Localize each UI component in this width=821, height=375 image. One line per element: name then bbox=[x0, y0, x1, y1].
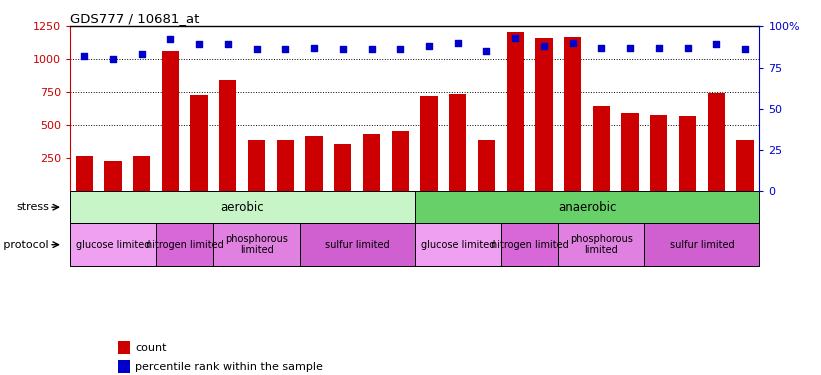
Point bbox=[337, 46, 350, 53]
Text: glucose limited: glucose limited bbox=[76, 240, 150, 250]
Bar bbox=[679, 116, 696, 191]
Bar bbox=[449, 94, 466, 191]
Bar bbox=[156, 223, 213, 266]
Bar bbox=[190, 95, 208, 191]
Bar bbox=[363, 135, 380, 191]
Bar bbox=[558, 223, 644, 266]
Bar bbox=[535, 38, 553, 191]
Text: sulfur limited: sulfur limited bbox=[670, 240, 734, 250]
Point bbox=[710, 41, 723, 47]
Point bbox=[653, 45, 666, 51]
Bar bbox=[213, 223, 300, 266]
Text: anaerobic: anaerobic bbox=[557, 201, 617, 214]
Bar bbox=[70, 223, 156, 266]
Text: aerobic: aerobic bbox=[220, 201, 264, 214]
Point bbox=[164, 36, 177, 42]
Bar bbox=[420, 96, 438, 191]
Bar bbox=[507, 32, 524, 191]
Point bbox=[681, 45, 695, 51]
Bar bbox=[478, 140, 495, 191]
Point bbox=[135, 51, 149, 57]
Bar bbox=[305, 136, 323, 191]
Point bbox=[222, 41, 235, 47]
Bar bbox=[118, 360, 131, 373]
Point bbox=[566, 40, 580, 46]
Point bbox=[452, 40, 465, 46]
Text: sulfur limited: sulfur limited bbox=[325, 240, 389, 250]
Bar bbox=[593, 106, 610, 191]
Point bbox=[394, 46, 407, 53]
Text: nitrogen limited: nitrogen limited bbox=[146, 240, 223, 250]
Text: growth protocol: growth protocol bbox=[0, 240, 49, 250]
Bar bbox=[415, 191, 759, 223]
Point bbox=[279, 46, 292, 53]
Text: phosphorous
limited: phosphorous limited bbox=[225, 234, 288, 255]
Bar bbox=[392, 131, 409, 191]
Bar bbox=[621, 113, 639, 191]
Bar bbox=[644, 223, 759, 266]
Bar bbox=[118, 341, 131, 354]
Point bbox=[739, 46, 752, 53]
Text: stress: stress bbox=[16, 202, 49, 212]
Point bbox=[107, 56, 120, 62]
Text: phosphorous
limited: phosphorous limited bbox=[570, 234, 633, 255]
Bar bbox=[708, 93, 725, 191]
Bar bbox=[219, 80, 236, 191]
Bar bbox=[133, 156, 150, 191]
Bar bbox=[248, 140, 265, 191]
Bar bbox=[736, 140, 754, 191]
Text: count: count bbox=[135, 343, 167, 353]
Text: GDS777 / 10681_at: GDS777 / 10681_at bbox=[70, 12, 200, 25]
Bar bbox=[300, 223, 415, 266]
Text: percentile rank within the sample: percentile rank within the sample bbox=[135, 362, 323, 372]
Bar bbox=[76, 156, 93, 191]
Bar bbox=[564, 37, 581, 191]
Bar bbox=[415, 223, 501, 266]
Point bbox=[365, 46, 378, 53]
Bar bbox=[334, 144, 351, 191]
Point bbox=[595, 45, 608, 51]
Bar bbox=[70, 191, 415, 223]
Point bbox=[624, 45, 637, 51]
Point bbox=[480, 48, 493, 54]
Text: nitrogen limited: nitrogen limited bbox=[491, 240, 568, 250]
Bar bbox=[277, 140, 294, 191]
Point bbox=[250, 46, 264, 53]
Bar bbox=[104, 161, 122, 191]
Point bbox=[192, 41, 205, 47]
Bar bbox=[650, 116, 667, 191]
Point bbox=[509, 35, 522, 41]
Point bbox=[308, 45, 321, 51]
Bar bbox=[162, 51, 179, 191]
Point bbox=[423, 43, 436, 49]
Point bbox=[78, 53, 91, 59]
Text: glucose limited: glucose limited bbox=[420, 240, 495, 250]
Bar bbox=[501, 223, 558, 266]
Point bbox=[538, 43, 551, 49]
